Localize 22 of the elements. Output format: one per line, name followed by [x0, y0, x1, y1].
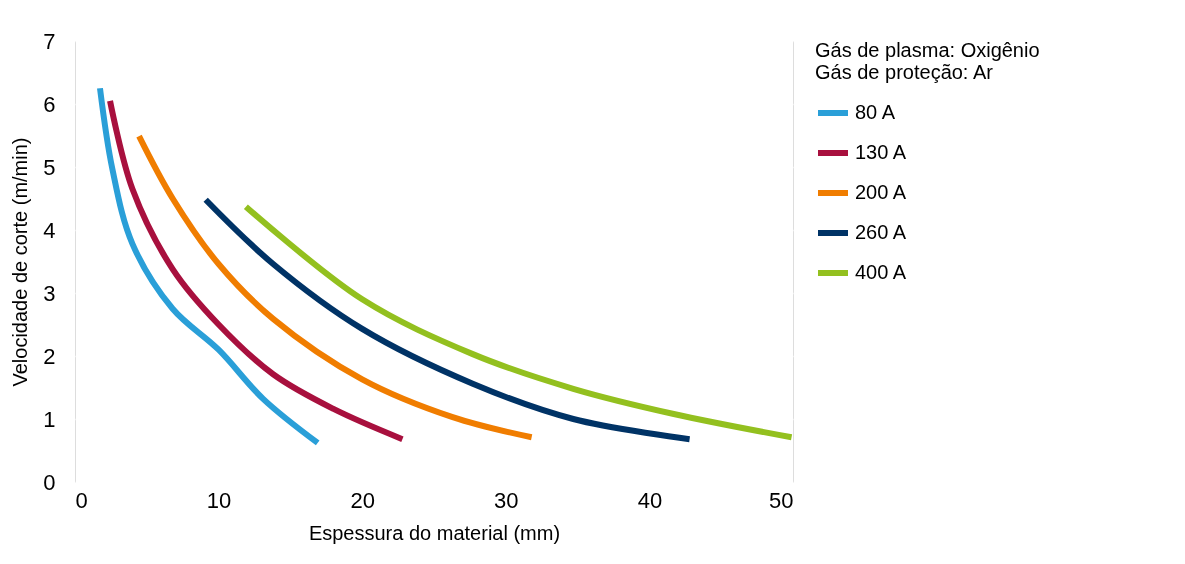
x-tick-label: 30 — [494, 487, 519, 513]
x-axis-title: Espessura do material (mm) — [308, 521, 561, 544]
y-tick-label: 0 — [43, 469, 56, 495]
legend-title: Gás de plasma: Oxigênio Gás de proteção: Ar — [815, 39, 1040, 83]
y-axis-title: Velocidade de corte (m/min) — [9, 137, 32, 387]
y-tick-label: 3 — [43, 280, 56, 306]
x-tick-label: 20 — [350, 487, 375, 513]
y-tick-label: 2 — [43, 343, 56, 369]
x-tick-label: 10 — [206, 487, 232, 513]
legend-label: 200 A — [855, 181, 907, 203]
y-tick-label: 4 — [43, 217, 56, 243]
legend-label: 80 A — [855, 101, 896, 123]
y-tick-label: 6 — [43, 91, 56, 117]
legend-label: 260 A — [855, 221, 907, 243]
y-tick-label: 1 — [43, 406, 56, 432]
y-tick-label: 7 — [43, 28, 56, 54]
y-tick-label: 5 — [43, 154, 56, 180]
legend-label: 130 A — [855, 141, 907, 163]
x-tick-label: 50 — [769, 487, 794, 513]
x-tick-label: 0 — [75, 487, 88, 513]
legend-label: 400 A — [855, 261, 907, 283]
x-tick-label: 40 — [637, 487, 663, 513]
